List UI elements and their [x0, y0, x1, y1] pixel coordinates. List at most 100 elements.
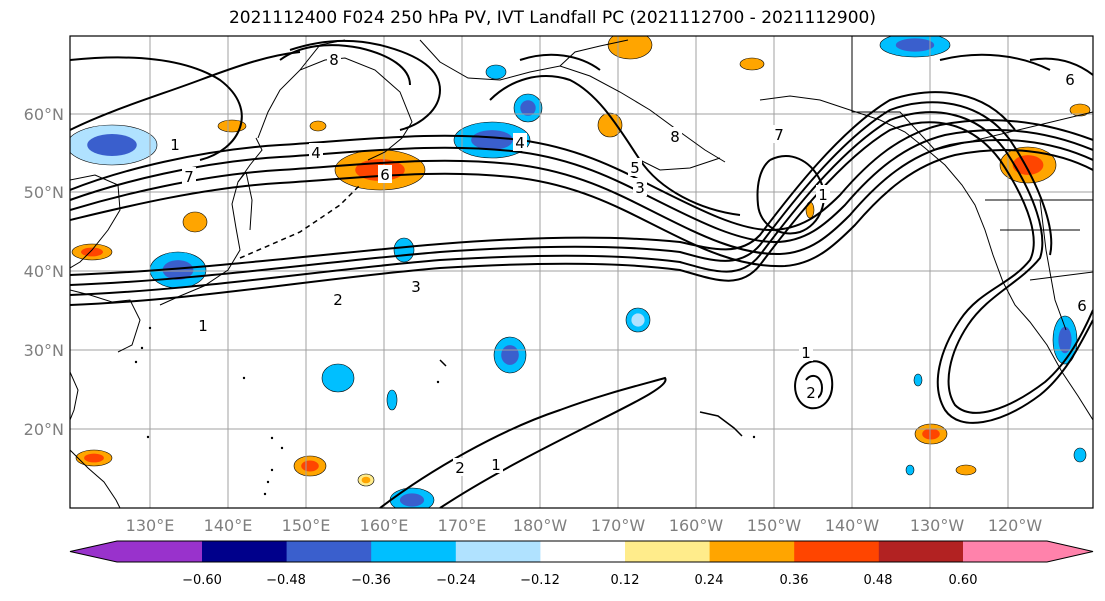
shading-blob [386, 389, 398, 411]
islands [134, 326, 756, 496]
colorbar-tick-label: −0.12 [520, 573, 560, 588]
lon-label: 180°W [513, 516, 568, 535]
contour-label: 1 [491, 456, 501, 474]
contour-label: 6 [1065, 71, 1075, 89]
contour-label: 2 [333, 291, 343, 309]
colorbar-tick-label: −0.36 [351, 573, 391, 588]
colorbar-tick-label: 0.48 [864, 573, 893, 588]
contour-label: 8 [670, 128, 680, 146]
shading-blob-core [520, 100, 536, 116]
lon-label: 160°E [360, 516, 409, 535]
contour-label: 8 [329, 51, 339, 69]
shading-blob [607, 36, 653, 60]
lon-label: 130°W [910, 516, 965, 535]
lon-label: 150°E [282, 516, 331, 535]
shading-blob [913, 373, 923, 387]
pv-contours [70, 39, 1093, 508]
colorbar-ticks: −0.60 −0.48 −0.36 −0.24 −0.12 0.12 0.24 … [182, 573, 977, 588]
lon-label: 170°W [591, 516, 646, 535]
colorbar-segment [963, 541, 1047, 562]
latitude-labels: 60°N 50°N 40°N 30°N 20°N [24, 105, 64, 439]
map-frame [69, 35, 1094, 509]
colorbar-tick-label: −0.60 [182, 573, 222, 588]
colorbar-segment [286, 541, 372, 562]
contour-label: 6 [1077, 297, 1087, 315]
shading-blob [905, 464, 915, 476]
contour-label: 2 [455, 459, 465, 477]
colorbar-extend-high [1047, 541, 1093, 562]
shading-blob-core [1012, 155, 1044, 175]
shading-blob-core [1058, 326, 1072, 354]
contour-label: 3 [411, 278, 421, 296]
contour-label-group: 1 2 3 4 4 5 3 6 7 7 1 1 8 8 1 2 2 1 6 [168, 50, 1089, 477]
shading-blob [739, 57, 765, 71]
shading-blob [393, 237, 415, 263]
contour-label: 1 [198, 317, 208, 335]
colorbar-segment [371, 541, 457, 562]
contour-label: 7 [774, 126, 784, 144]
lon-label: 160°W [669, 516, 724, 535]
dashed-track [239, 184, 361, 259]
lat-label: 50°N [24, 183, 64, 202]
shading-blob [597, 112, 623, 138]
shading-blob [485, 64, 507, 80]
shading-blob-core [631, 313, 645, 327]
lat-label: 30°N [24, 341, 64, 360]
shading-blob-core [922, 428, 940, 440]
colorbar-tick-label: 0.24 [695, 573, 724, 588]
colorbar [69, 540, 1094, 563]
shading-blob-core [471, 130, 513, 150]
colorbar-segment [709, 541, 795, 562]
contour-label: 4 [311, 144, 321, 162]
shading-blob-core [399, 493, 425, 507]
shading-blob-core [501, 345, 519, 365]
shading-blob-core [301, 460, 319, 472]
contour-label: 1 [801, 344, 811, 362]
lat-label: 60°N [24, 105, 64, 124]
colorbar-segment [202, 541, 288, 562]
shading-blob-core [361, 476, 371, 484]
colorbar-tick-label: 0.36 [780, 573, 809, 588]
lon-label: 130°E [126, 516, 175, 535]
colorbar-segment [794, 541, 880, 562]
colorbar-segment [117, 541, 202, 562]
shading-blob [182, 211, 208, 233]
colorbar-segment [455, 541, 541, 562]
shading-blob-core [81, 247, 103, 257]
colorbar-tick-label: −0.24 [436, 573, 476, 588]
shading-blob [321, 363, 355, 393]
lon-label: 140°E [204, 516, 253, 535]
colorbar-tick-label: 0.12 [611, 573, 640, 588]
coastlines [70, 36, 1093, 508]
shading-blob-core [162, 260, 194, 280]
shading-blob [1069, 103, 1091, 117]
lon-label: 170°E [438, 516, 487, 535]
shading-blob-core [87, 134, 137, 156]
contour-label: 2 [806, 384, 816, 402]
contour-label: 1 [170, 136, 180, 154]
shading-blob [309, 120, 327, 132]
contour-label: 5 [630, 159, 640, 177]
lat-label: 40°N [24, 262, 64, 281]
colorbar-tick-label: −0.48 [266, 573, 306, 588]
contour-label: 4 [515, 134, 525, 152]
colorbar-extend-low [70, 541, 117, 562]
shading-blob [955, 464, 977, 476]
colorbar-segment [878, 541, 964, 562]
contour-label: 1 [818, 186, 828, 204]
shading-layer [70, 36, 1091, 508]
contour-label: 7 [184, 168, 194, 186]
colorbar-outline [69, 540, 1094, 563]
shading-blob [1073, 447, 1087, 463]
shading-blob-core [895, 38, 935, 52]
colorbar-tick-label: 0.60 [949, 573, 978, 588]
shading-blob-core [84, 453, 104, 463]
lon-label: 140°W [825, 516, 880, 535]
contour-label: 6 [380, 166, 390, 184]
contour-label: 3 [635, 179, 645, 197]
colorbar-segment [540, 541, 626, 562]
lon-label: 150°W [747, 516, 802, 535]
lat-label: 20°N [24, 420, 64, 439]
lon-label: 120°W [988, 516, 1043, 535]
